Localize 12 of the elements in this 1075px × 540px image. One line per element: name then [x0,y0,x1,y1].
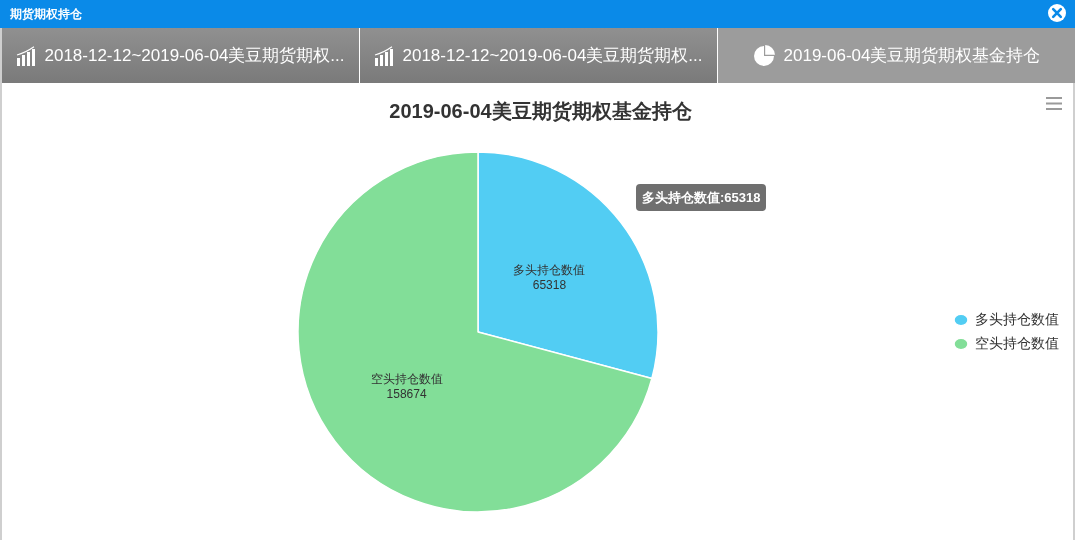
legend-label: 空头持仓数值 [975,334,1059,351]
tab: 2018-12-12~2019-06-04美豆期货期权... [2,28,359,83]
slice-label: 多头持仓数值 [513,262,586,277]
tab: 2018-12-12~2019-06-04美豆期货期权... [359,28,717,83]
chart-title: 2019-06-04美豆期货期权基金持仓 [389,99,693,122]
data-label: 65318 [532,277,567,292]
data-label: 158674 [386,387,427,402]
slice-label: 空头持仓数值 [370,372,443,387]
text: 期货期权持仓 [10,6,82,23]
tab: 2019-06-04美豆期货期权基金持仓 [717,28,1075,83]
tooltip: 多头持仓数值:65318 [636,184,767,211]
legend-label: 多头持仓数值 [975,310,1059,327]
